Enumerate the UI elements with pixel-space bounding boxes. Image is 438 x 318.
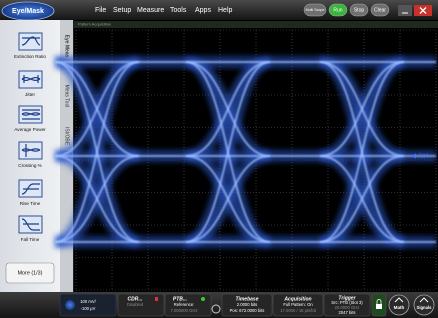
stop-label[interactable]: Stop	[354, 7, 365, 13]
menu-item[interactable]: File	[95, 7, 106, 14]
ptb-frequency: 7.000000 GHz	[170, 308, 197, 313]
app-button-label[interactable]: Eye/Mask	[12, 8, 44, 15]
tab-label[interactable]: Eye Meas	[64, 35, 70, 58]
tab-label[interactable]: Meas Tool	[64, 85, 70, 108]
math-label[interactable]: Math	[394, 305, 405, 310]
ptb-reference: Reference:	[174, 302, 194, 307]
more-label[interactable]: More (1/3)	[18, 270, 43, 276]
multi-scope-label[interactable]: Multi Scope	[306, 8, 325, 12]
menu-item[interactable]: Apps	[195, 7, 211, 14]
app-window: Eye/Mask File Setup Measure Tools Apps H…	[0, 0, 438, 318]
channel-offset: -100 μV	[81, 306, 96, 311]
measurement-label[interactable]: Average Power	[14, 127, 46, 132]
menu-item[interactable]: Tools	[170, 7, 187, 14]
trigger-pattern-length: 2047 bits	[339, 310, 356, 315]
measurement-label[interactable]: Jitter	[25, 92, 35, 97]
channel-scale: 100 mV/	[80, 299, 96, 304]
icon[interactable]	[19, 33, 42, 50]
measurement-label[interactable]: Crossing %	[18, 163, 42, 168]
cdr-state: Disabled	[127, 302, 144, 307]
channel-marker: D1A	[419, 153, 429, 159]
lock-icon	[376, 304, 382, 309]
menu-item[interactable]: Setup	[113, 7, 131, 14]
measurement-label[interactable]: Rise Time	[20, 201, 41, 206]
cdr-lock-icon	[155, 297, 158, 301]
plot-header-label: Pattern Acquisition	[78, 22, 111, 27]
minimize-button[interactable]	[398, 5, 412, 16]
menu-item[interactable]: Measure	[137, 7, 164, 14]
timebase-scale: 2.0000 bits	[237, 302, 258, 307]
measurement-label[interactable]: Fall Time	[21, 237, 40, 242]
clear-label[interactable]: Clear	[374, 7, 386, 13]
signals-label[interactable]: Signals	[417, 305, 433, 310]
menu-item[interactable]: Help	[218, 7, 233, 14]
channel-indicator	[65, 300, 75, 310]
acquisition-rate: 17.0000 / 18 pts/bit	[280, 308, 316, 313]
ptb-status-led	[201, 297, 205, 301]
run-label[interactable]: Run	[333, 7, 342, 13]
tab-label[interactable]: ISI/OBE	[64, 127, 70, 146]
plot-header	[74, 21, 438, 28]
acquisition-mode: Full Pattern: On	[283, 302, 313, 307]
timebase-position: Pos: 672.0000 bits	[230, 308, 265, 313]
measurement-label[interactable]: Extinction Ratio	[14, 54, 46, 59]
